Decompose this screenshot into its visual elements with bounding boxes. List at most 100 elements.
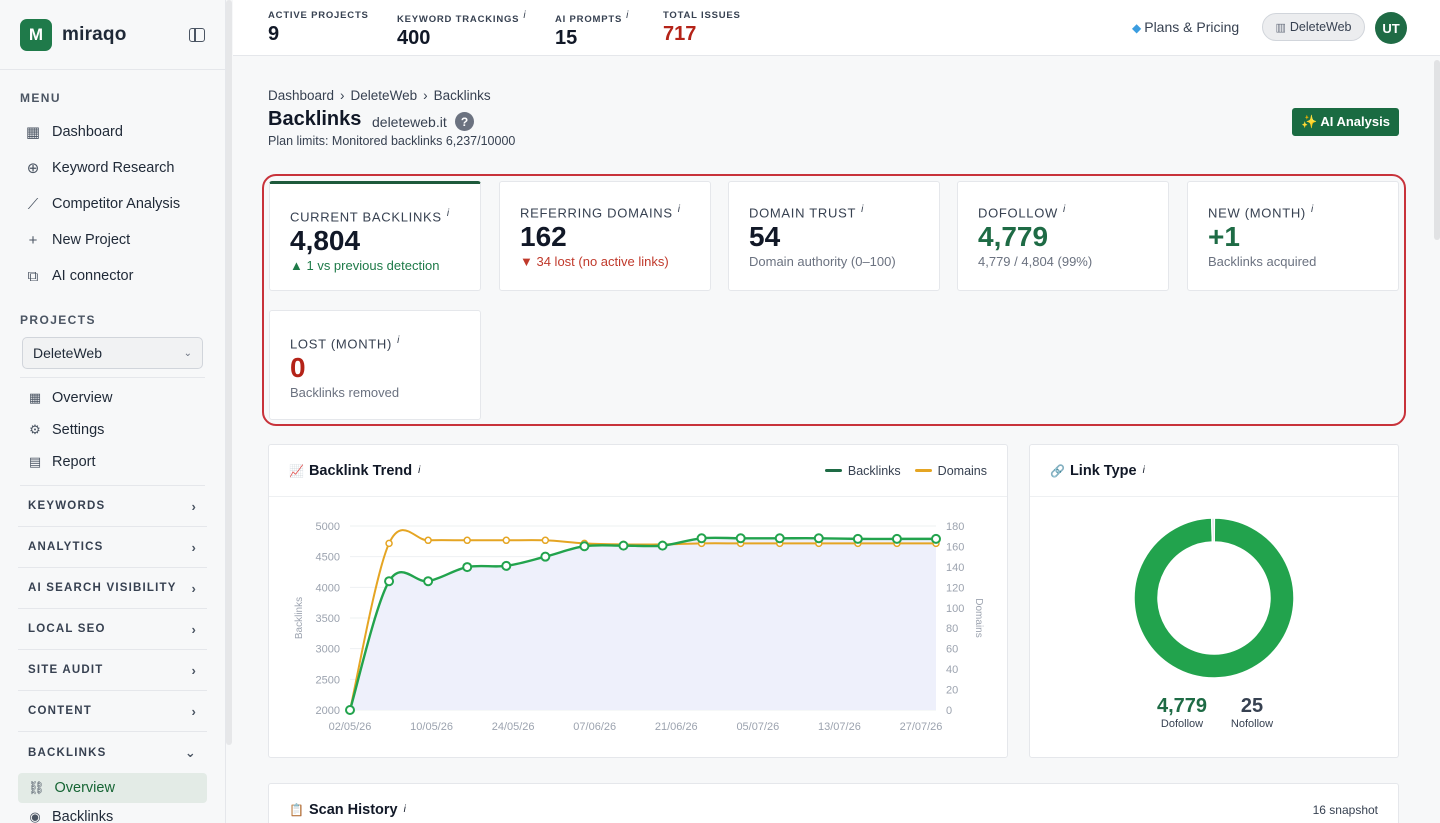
- kpi-new-month[interactable]: NEW (MONTH) i +1 Backlinks acquired: [1187, 181, 1399, 291]
- project-chip-label: DeleteWeb: [1289, 20, 1352, 34]
- ai-analysis-button[interactable]: ✨ AI Analysis: [1292, 108, 1399, 136]
- group-label: ANALYTICS: [28, 541, 104, 553]
- sidebar-scrollbar[interactable]: [226, 0, 232, 745]
- x-tick-label: 24/05/26: [492, 721, 535, 733]
- backlinks-point: [579, 541, 590, 552]
- project-chip[interactable]: ▥ DeleteWeb: [1262, 13, 1365, 41]
- donut-slice-dofollow[interactable]: [1133, 517, 1295, 679]
- y-tick-label: 4000: [316, 582, 340, 594]
- info-icon[interactable]: i: [861, 204, 865, 215]
- stat-value: 400: [397, 27, 431, 50]
- clipboard-icon: 📋: [289, 802, 304, 817]
- group-backlinks[interactable]: BACKLINKS ⌄: [18, 732, 207, 773]
- chevron-down-icon: ⌄: [184, 744, 197, 760]
- breadcrumb-dashboard[interactable]: Dashboard: [268, 88, 335, 103]
- page-domain: deleteweb.it: [372, 114, 447, 130]
- divider: [20, 485, 205, 486]
- project-select[interactable]: DeleteWeb ⌄: [22, 337, 203, 369]
- line-chart-icon: ⟋: [27, 195, 39, 213]
- info-icon[interactable]: i: [523, 10, 527, 21]
- link-type-donut[interactable]: [1030, 497, 1398, 697]
- grid-icon: ▦: [25, 124, 41, 141]
- kpi-highlight-frame: [262, 174, 1406, 426]
- info-icon[interactable]: i: [403, 804, 406, 815]
- group-site-audit[interactable]: SITE AUDIT ›: [18, 650, 207, 691]
- kpi-sub: Backlinks removed: [290, 385, 400, 401]
- info-icon[interactable]: i: [677, 204, 681, 215]
- sidebar-item-label: AI connector: [52, 268, 134, 284]
- snapshot-count: 16 snapshot: [1312, 802, 1378, 817]
- kpi-label: DOMAIN TRUST i: [749, 204, 865, 221]
- stat-total-issues: TOTAL ISSUES 717: [663, 10, 741, 46]
- breadcrumb-project[interactable]: DeleteWeb: [350, 88, 418, 103]
- info-icon[interactable]: i: [1310, 204, 1314, 215]
- sidebar-item-competitor-analysis[interactable]: ⟋ Competitor Analysis: [0, 186, 225, 222]
- info-icon[interactable]: i: [626, 10, 630, 21]
- group-content[interactable]: CONTENT ›: [18, 691, 207, 732]
- sidebar-item-new-project[interactable]: + New Project: [0, 222, 225, 258]
- building-icon: ▥: [1275, 21, 1286, 34]
- kpi-lost-month[interactable]: LOST (MONTH) i 0 Backlinks removed: [269, 310, 481, 420]
- avatar[interactable]: UT: [1375, 12, 1407, 44]
- chevron-right-icon: ›: [191, 621, 197, 637]
- group-analytics[interactable]: ANALYTICS ›: [18, 527, 207, 568]
- card-header: 🔗 Link Type i: [1030, 445, 1398, 497]
- kpi-value: 0: [290, 352, 306, 384]
- x-tick-label: 10/05/26: [410, 721, 453, 733]
- kpi-domain-trust[interactable]: DOMAIN TRUST i 54 Domain authority (0–100…: [728, 181, 940, 291]
- plans-label: Plans & Pricing: [1144, 19, 1240, 35]
- y-tick-label: 2000: [316, 705, 340, 717]
- kpi-value: 4,804: [290, 225, 361, 257]
- y-tick-label: 3000: [316, 644, 340, 656]
- backlinks-point: [345, 705, 355, 715]
- sidebar-item-keyword-research[interactable]: ⊕ Keyword Research: [0, 150, 225, 186]
- logo-icon[interactable]: M: [20, 18, 52, 51]
- link-type-card: 🔗 Link Type i 4,779 Dofollow 25 Nofollow: [1029, 444, 1399, 758]
- y-tick-label: 5000: [316, 521, 340, 533]
- sidebar-item-label: Settings: [52, 422, 105, 438]
- sidebar-item-backlinks-overview[interactable]: ⛓ Overview: [18, 773, 207, 803]
- sidebar-item-dashboard[interactable]: ▦ Dashboard: [0, 114, 225, 150]
- chevron-right-icon: ›: [191, 539, 197, 555]
- group-keywords[interactable]: KEYWORDS ›: [18, 486, 207, 527]
- sidebar-item-label: Keyword Research: [52, 160, 175, 176]
- backlink-trend-card: 📈 Backlink Trend i Backlinks Domains 2000…: [268, 444, 1008, 758]
- backlinks-point: [384, 576, 395, 587]
- y2-tick-label: 100: [946, 603, 964, 615]
- y2-tick-label: 0: [946, 705, 952, 717]
- donut-slice-nofollow[interactable]: [1210, 517, 1216, 543]
- legend-domains[interactable]: Domains: [914, 464, 987, 478]
- plans-pricing-link[interactable]: ◆ Plans & Pricing: [1132, 19, 1239, 35]
- backlinks-point: [813, 533, 824, 544]
- kpi-label: NEW (MONTH) i: [1208, 204, 1314, 221]
- info-icon[interactable]: i: [446, 208, 450, 219]
- kpi-referring-domains[interactable]: REFERRING DOMAINS i 162 ▼ 34 lost (no act…: [499, 181, 711, 291]
- kpi-current-backlinks[interactable]: CURRENT BACKLINKS i 4,804 ▲ 1 vs previous…: [269, 181, 481, 291]
- kpi-dofollow[interactable]: DOFOLLOW i 4,779 4,779 / 4,804 (99%): [957, 181, 1169, 291]
- backlink-trend-chart[interactable]: 2000 2500 3000 3500 4000 4500 5000 0 20 40 60 80 100…: [269, 497, 1007, 757]
- info-icon[interactable]: i: [1142, 465, 1145, 476]
- group-ai-search-visibility[interactable]: AI SEARCH VISIBILITY ›: [18, 568, 207, 609]
- app-name[interactable]: miraqo: [62, 23, 127, 45]
- sidebar-item-settings[interactable]: ⚙ Settings: [0, 414, 225, 446]
- main-scrollbar[interactable]: [1434, 60, 1440, 240]
- card-title: Scan History: [308, 801, 398, 818]
- legend-backlinks[interactable]: Backlinks: [824, 464, 901, 478]
- info-icon[interactable]: i: [418, 465, 421, 476]
- scan-history-card: 📋 Scan History i 16 snapshot: [268, 783, 1399, 823]
- chart-legend: Backlinks Domains: [824, 464, 987, 478]
- dofollow-value: 4,779: [1156, 695, 1208, 717]
- sidebar-item-overview[interactable]: ▦ Overview: [0, 382, 225, 414]
- gear-icon: ⚙: [29, 422, 41, 437]
- info-icon[interactable]: i: [397, 335, 400, 346]
- info-icon[interactable]: i: [1063, 204, 1066, 215]
- help-icon[interactable]: ?: [455, 112, 474, 131]
- group-local-seo[interactable]: LOCAL SEO ›: [18, 609, 207, 650]
- sidebar-item-report[interactable]: ▤ Report: [0, 446, 225, 478]
- divider: [20, 377, 205, 378]
- kpi-value: +1: [1208, 221, 1240, 253]
- sidebar-toggle-icon[interactable]: [189, 27, 205, 42]
- sidebar-item-backlinks[interactable]: ◉ Backlinks: [0, 803, 225, 823]
- backlinks-area: [350, 537, 936, 710]
- sidebar-item-ai-connector[interactable]: ⧉ AI connector: [0, 258, 225, 294]
